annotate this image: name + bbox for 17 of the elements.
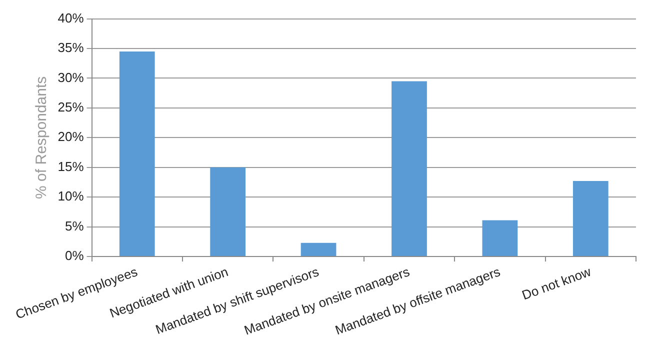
y-tick-label: 10% [58, 188, 84, 204]
y-axis-title: % of Respondants [32, 76, 50, 199]
y-tick-label: 25% [58, 100, 84, 115]
bar [572, 181, 608, 256]
bar [119, 51, 155, 256]
bar [482, 220, 518, 256]
y-tick-label: 35% [58, 40, 84, 56]
y-tick-label: 30% [58, 70, 84, 85]
y-tick-label: 40% [58, 10, 84, 26]
bar [392, 81, 427, 256]
y-tick-label: 5% [64, 218, 84, 234]
y-tick-label: 0% [64, 248, 84, 264]
x-tick-label: Do not know [520, 264, 594, 303]
y-tick-label: 20% [58, 129, 84, 144]
y-tick-label: 15% [58, 158, 84, 174]
bar [210, 167, 246, 256]
bar [300, 242, 336, 256]
